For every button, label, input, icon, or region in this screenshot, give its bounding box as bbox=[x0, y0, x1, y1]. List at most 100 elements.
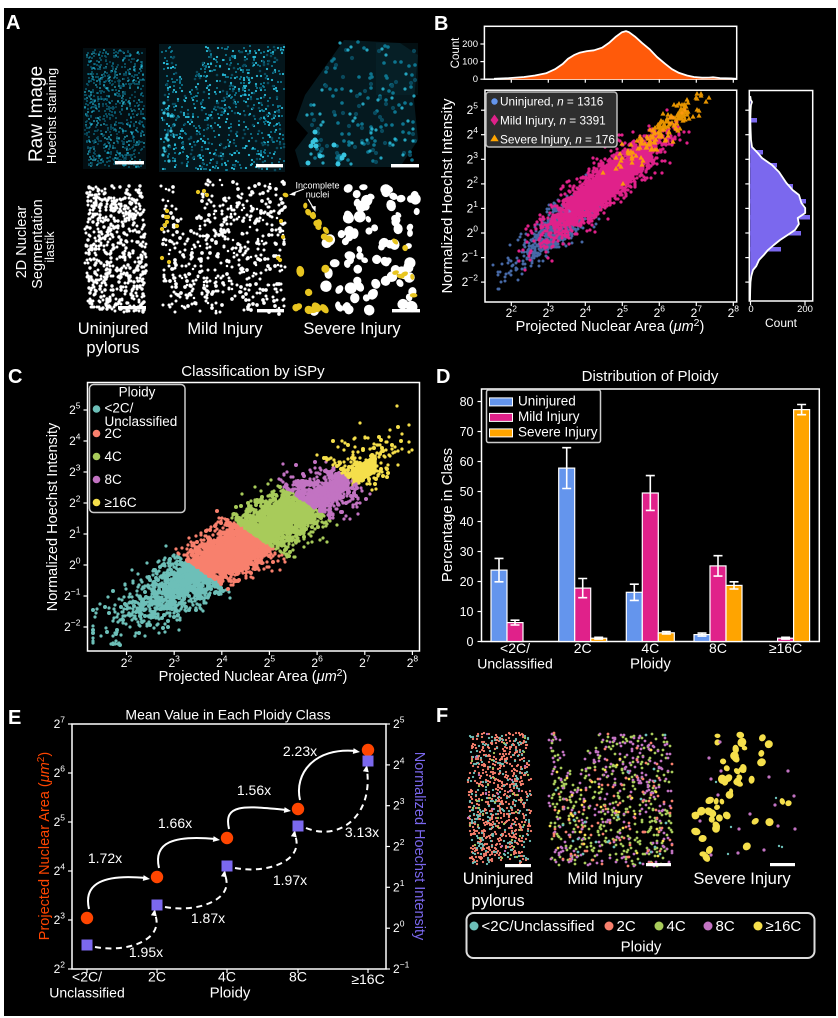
svg-text:Projected Nuclear Area (μm2): Projected Nuclear Area (μm2) bbox=[516, 317, 705, 335]
svg-text:24: 24 bbox=[393, 755, 405, 772]
svg-text:100: 100 bbox=[462, 57, 478, 68]
svg-text:Raw Image: Raw Image bbox=[26, 66, 47, 162]
svg-text:Mild Injury: Mild Injury bbox=[187, 320, 263, 338]
svg-text:Normalized Hoechst Intensity: Normalized Hoechst Intensity bbox=[411, 752, 427, 941]
svg-text:pylorus: pylorus bbox=[86, 339, 139, 357]
svg-text:20: 20 bbox=[460, 575, 474, 589]
svg-text:10: 10 bbox=[460, 605, 474, 619]
svg-text:20: 20 bbox=[393, 919, 405, 936]
svg-text:A: A bbox=[6, 12, 20, 34]
svg-text:23: 23 bbox=[54, 911, 66, 928]
svg-text:4C: 4C bbox=[641, 640, 659, 656]
svg-text:Unclassified: Unclassified bbox=[49, 985, 124, 1001]
svg-text:40: 40 bbox=[460, 515, 474, 529]
svg-text:Hoechst staining: Hoechst staining bbox=[44, 68, 59, 164]
svg-text:70: 70 bbox=[460, 425, 474, 439]
svg-text:2C: 2C bbox=[148, 969, 166, 985]
svg-text:1.56x: 1.56x bbox=[237, 782, 271, 798]
svg-text:Classification by iSPy: Classification by iSPy bbox=[181, 363, 325, 380]
svg-text:2C: 2C bbox=[105, 426, 123, 441]
svg-text:200: 200 bbox=[797, 304, 813, 315]
svg-text:22: 22 bbox=[467, 174, 479, 191]
svg-text:Unclassified: Unclassified bbox=[477, 656, 552, 672]
svg-text:8C: 8C bbox=[709, 640, 727, 656]
svg-text:Uninjured: Uninjured bbox=[463, 870, 534, 888]
svg-text:80: 80 bbox=[460, 395, 474, 409]
svg-text:26: 26 bbox=[654, 304, 666, 321]
svg-text:Projected Nuclear Area (μm2): Projected Nuclear Area (μm2) bbox=[36, 752, 53, 940]
svg-text:27: 27 bbox=[691, 304, 703, 321]
svg-text:2C: 2C bbox=[574, 640, 592, 656]
svg-text:25: 25 bbox=[393, 715, 405, 732]
svg-text:0: 0 bbox=[748, 304, 753, 315]
svg-text:Unclassified: Unclassified bbox=[105, 414, 178, 429]
svg-text:0: 0 bbox=[467, 635, 474, 649]
svg-text:<2C/Unclassified: <2C/Unclassified bbox=[482, 918, 595, 935]
svg-text:60: 60 bbox=[460, 455, 474, 469]
svg-text:1.87x: 1.87x bbox=[191, 910, 225, 926]
svg-text:E: E bbox=[8, 707, 21, 729]
svg-text:22: 22 bbox=[506, 304, 518, 321]
svg-text:Mean Value in Each Ploidy Clas: Mean Value in Each Ploidy Class bbox=[125, 707, 330, 723]
svg-text:26: 26 bbox=[54, 764, 66, 781]
svg-text:Uninjured: Uninjured bbox=[78, 320, 149, 338]
svg-text:23: 23 bbox=[69, 463, 81, 480]
svg-text:Mild Injury: Mild Injury bbox=[518, 409, 580, 424]
svg-text:2C: 2C bbox=[617, 918, 636, 935]
svg-text:22: 22 bbox=[393, 837, 405, 854]
svg-text:22: 22 bbox=[121, 654, 133, 671]
svg-text:23: 23 bbox=[467, 150, 479, 167]
svg-text:4C: 4C bbox=[667, 918, 686, 935]
svg-text:23: 23 bbox=[168, 654, 180, 671]
svg-text:21: 21 bbox=[69, 525, 81, 542]
svg-text:≥16C: ≥16C bbox=[766, 918, 802, 935]
svg-text:Mild Injury: Mild Injury bbox=[567, 870, 643, 888]
svg-text:≥16C: ≥16C bbox=[769, 640, 802, 656]
svg-text:24: 24 bbox=[69, 432, 81, 449]
svg-text:22: 22 bbox=[69, 494, 81, 511]
svg-text:2D Nuclear: 2D Nuclear bbox=[14, 206, 30, 279]
svg-text:Severe Injury: Severe Injury bbox=[693, 870, 791, 888]
svg-text:<2C/: <2C/ bbox=[500, 640, 530, 656]
svg-text:4C: 4C bbox=[105, 449, 123, 464]
svg-text:27: 27 bbox=[54, 715, 66, 732]
svg-text:Ploidy: Ploidy bbox=[119, 385, 156, 400]
svg-text:24: 24 bbox=[216, 654, 228, 671]
svg-text:200: 200 bbox=[462, 39, 478, 50]
svg-text:1.66x: 1.66x bbox=[158, 815, 192, 831]
svg-text:25: 25 bbox=[617, 304, 629, 321]
svg-text:8C: 8C bbox=[716, 918, 735, 935]
svg-text:25: 25 bbox=[54, 813, 66, 830]
svg-text:21: 21 bbox=[393, 878, 405, 895]
svg-text:28: 28 bbox=[728, 304, 740, 321]
svg-text:27: 27 bbox=[359, 654, 371, 671]
svg-text:0: 0 bbox=[473, 74, 478, 85]
svg-text:21: 21 bbox=[467, 199, 479, 216]
svg-text:Count: Count bbox=[765, 316, 798, 330]
svg-text:30: 30 bbox=[460, 545, 474, 559]
svg-text:1.72x: 1.72x bbox=[88, 850, 122, 866]
svg-text:24: 24 bbox=[54, 862, 66, 879]
svg-text:25: 25 bbox=[264, 654, 276, 671]
svg-text:<2C/: <2C/ bbox=[72, 969, 102, 985]
svg-text:<2C/: <2C/ bbox=[105, 400, 134, 415]
svg-text:4C: 4C bbox=[218, 969, 236, 985]
svg-text:Uninjured, n = 1316: Uninjured, n = 1316 bbox=[500, 95, 604, 109]
svg-text:Percentage in Class: Percentage in Class bbox=[439, 448, 456, 582]
svg-text:Normalized Hoechst Intensity: Normalized Hoechst Intensity bbox=[45, 422, 61, 611]
svg-text:≥16C: ≥16C bbox=[351, 971, 384, 987]
svg-text:8C: 8C bbox=[105, 472, 123, 487]
svg-text:Mild Injury, n = 3391: Mild Injury, n = 3391 bbox=[500, 114, 606, 128]
svg-text:Projected Nuclear Area (μm2): Projected Nuclear Area (μm2) bbox=[159, 667, 348, 685]
svg-text:Segmentation: Segmentation bbox=[30, 199, 46, 288]
svg-text:B: B bbox=[434, 13, 448, 35]
svg-text:C: C bbox=[8, 366, 22, 388]
svg-text:23: 23 bbox=[543, 304, 555, 321]
svg-text:Severe Injury: Severe Injury bbox=[303, 320, 401, 338]
svg-text:ilastik: ilastik bbox=[43, 231, 57, 263]
svg-text:50: 50 bbox=[460, 485, 474, 499]
svg-text:Uninjured: Uninjured bbox=[518, 394, 576, 409]
svg-text:8C: 8C bbox=[289, 969, 307, 985]
svg-text:nuclei: nuclei bbox=[306, 190, 330, 200]
svg-text:D: D bbox=[436, 366, 450, 388]
